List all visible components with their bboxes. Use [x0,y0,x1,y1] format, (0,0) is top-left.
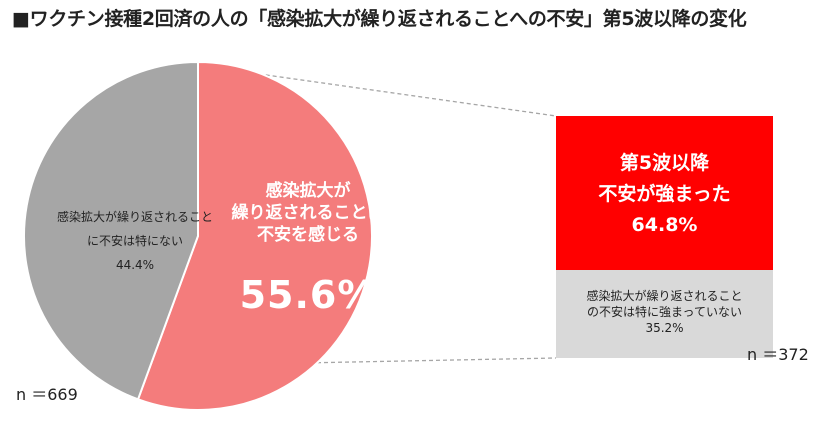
pie-label-no-worry: 感染拡大が繰り返されること に不安は特にない 44.4% [40,205,230,277]
bar-segment-stronger-line-2: 不安が強まった [598,183,731,205]
pie-label-no-worry-line-1: 感染拡大が繰り返されること [56,210,213,224]
bar-sample-size: n ＝372 [747,345,809,364]
connector-line-bottom [233,357,557,365]
pie-label-worry-value: 55.6% [239,273,377,317]
pie-slice-no-worry [23,60,199,401]
pie-label-no-worry-line-2: に不安は特にない [86,234,183,248]
pie-label-no-worry-value: 44.4% [115,258,155,272]
bar-segment-not-stronger: 感染拡大が繰り返されること の不安は特に強まっていない 35.2% [556,270,773,358]
pie-label-worry-line-3: 不安を感じる [257,225,359,245]
bar-segment-stronger-value: 64.8% [631,214,698,236]
bar-segment-not-stronger-value: 35.2% [645,321,684,335]
connector-line-top [237,70,557,117]
pie-label-worry: 感染拡大が 繰り返されることに 不安を感じる [218,180,398,246]
bar-segment-not-stronger-line-1: 感染拡大が繰り返されること [586,289,743,303]
bar-segment-stronger-line-1: 第5波以降 [619,152,710,174]
chart-title: ■ワクチン接種2回済の人の「感染拡大が繰り返されることへの不安」第5波以降の変化 [12,8,747,30]
bar-segment-not-stronger-line-2: の不安は特に強まっていない [587,305,742,319]
pie-sample-size: n ＝669 [16,385,78,404]
pie-slice-worry [136,60,373,411]
pie-label-worry-line-1: 感染拡大が [265,181,351,201]
bar-segment-stronger: 第5波以降 不安が強まった 64.8% [556,116,773,270]
pie-label-worry-line-2: 繰り返されることに [231,203,385,223]
